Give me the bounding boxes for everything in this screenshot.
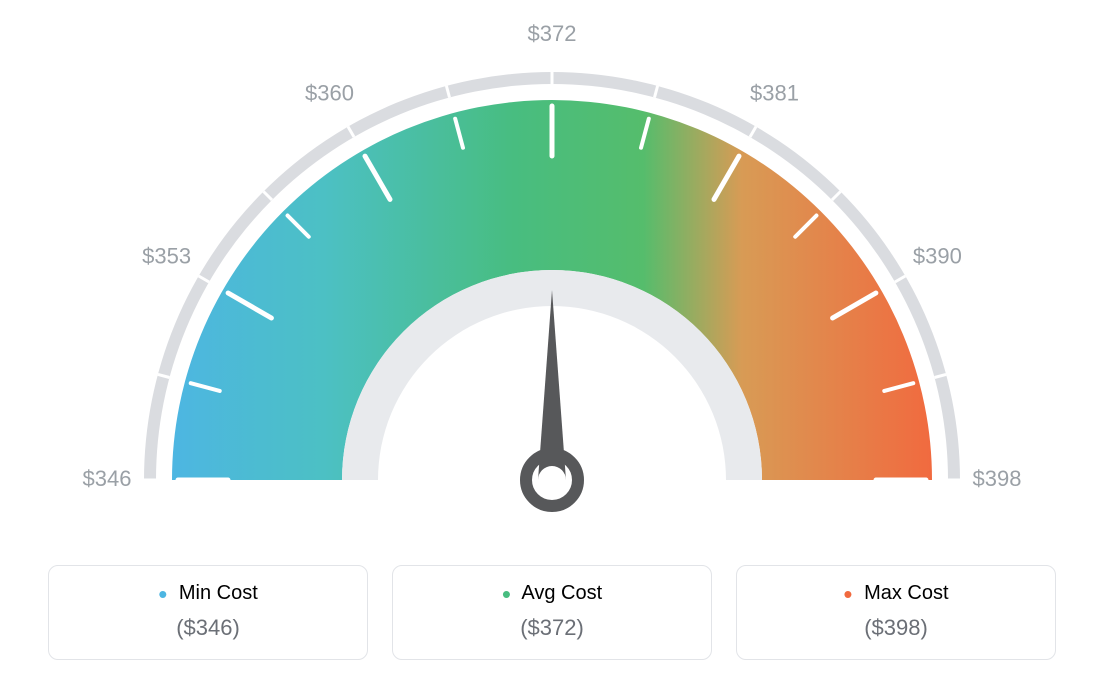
- svg-text:$360: $360: [305, 80, 354, 105]
- avg-cost-dot-icon: •: [502, 579, 511, 609]
- summary-cards: • Min Cost ($346) • Avg Cost ($372) • Ma…: [48, 565, 1056, 660]
- svg-text:$398: $398: [973, 466, 1022, 491]
- min-cost-label: Min Cost: [179, 582, 258, 604]
- min-cost-title: • Min Cost: [49, 582, 367, 605]
- gauge-area: $346 $353 $360 $372 $381 $390 $398: [0, 0, 1104, 560]
- svg-text:$353: $353: [142, 243, 191, 268]
- min-cost-card: • Min Cost ($346): [48, 565, 368, 660]
- gauge-chart-container: $346 $353 $360 $372 $381 $390 $398 • Min Cost …: [0, 0, 1104, 690]
- max-cost-value: ($398): [737, 615, 1055, 641]
- svg-text:$381: $381: [750, 80, 799, 105]
- svg-text:$390: $390: [913, 243, 962, 268]
- svg-text:$372: $372: [528, 21, 577, 46]
- max-cost-title: • Max Cost: [737, 582, 1055, 605]
- max-cost-label: Max Cost: [864, 582, 948, 604]
- max-cost-card: • Max Cost ($398): [736, 565, 1056, 660]
- avg-cost-label: Avg Cost: [521, 582, 602, 604]
- min-cost-value: ($346): [49, 615, 367, 641]
- gauge-svg: $346 $353 $360 $372 $381 $390 $398: [0, 0, 1104, 560]
- max-cost-dot-icon: •: [843, 579, 852, 609]
- avg-cost-title: • Avg Cost: [393, 582, 711, 605]
- svg-text:$346: $346: [83, 466, 132, 491]
- avg-cost-value: ($372): [393, 615, 711, 641]
- avg-cost-card: • Avg Cost ($372): [392, 565, 712, 660]
- min-cost-dot-icon: •: [158, 579, 167, 609]
